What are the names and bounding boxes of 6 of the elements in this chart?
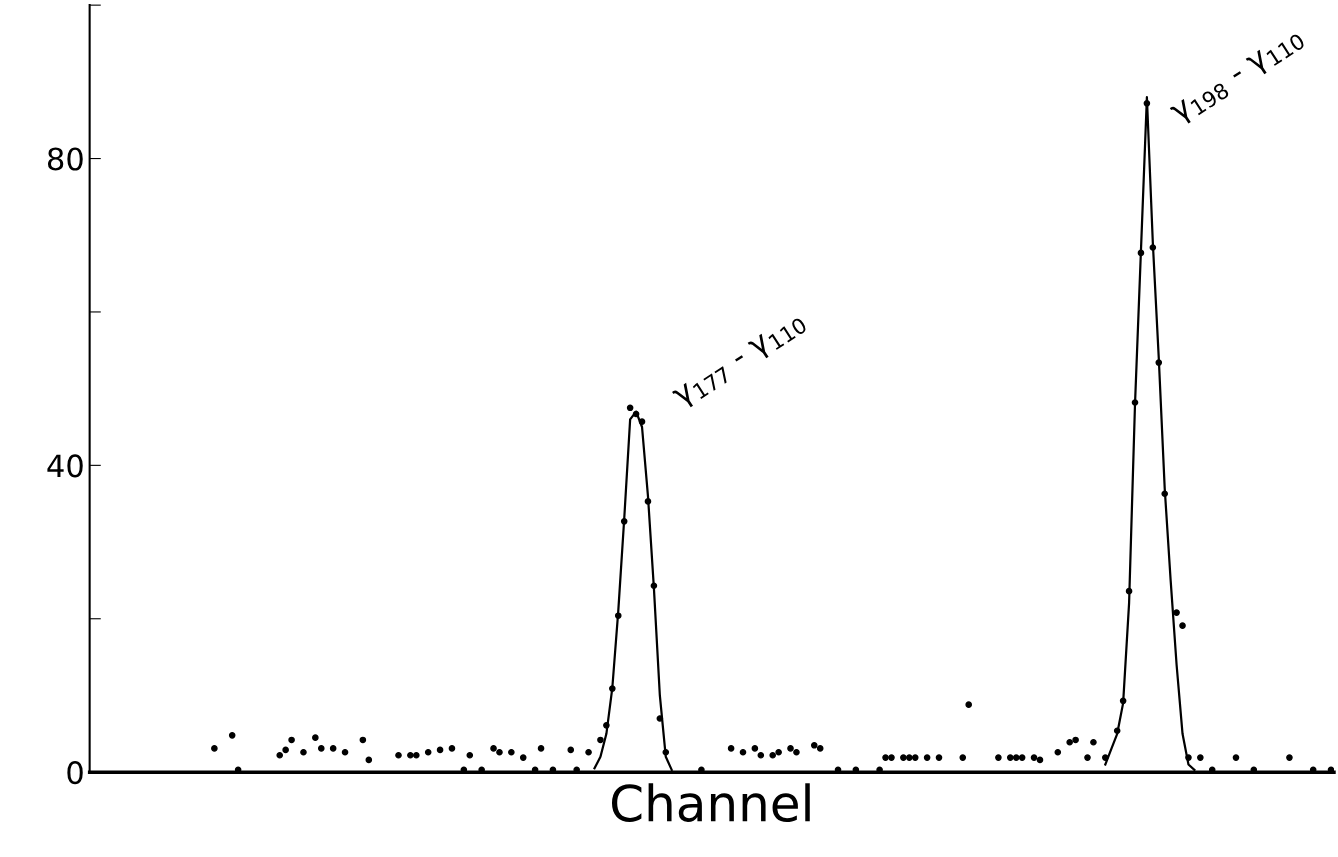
y-tick-label: 0 bbox=[67, 761, 83, 785]
y-tick-label: 80 bbox=[47, 147, 83, 171]
annotation: γ$_{177}$ - γ$_{110}$ bbox=[672, 311, 809, 412]
x-axis-title: Channel bbox=[611, 783, 810, 822]
annotation: γ$_{198}$ - γ$_{110}$ bbox=[1169, 27, 1307, 128]
y-tick-label: 40 bbox=[47, 454, 83, 478]
